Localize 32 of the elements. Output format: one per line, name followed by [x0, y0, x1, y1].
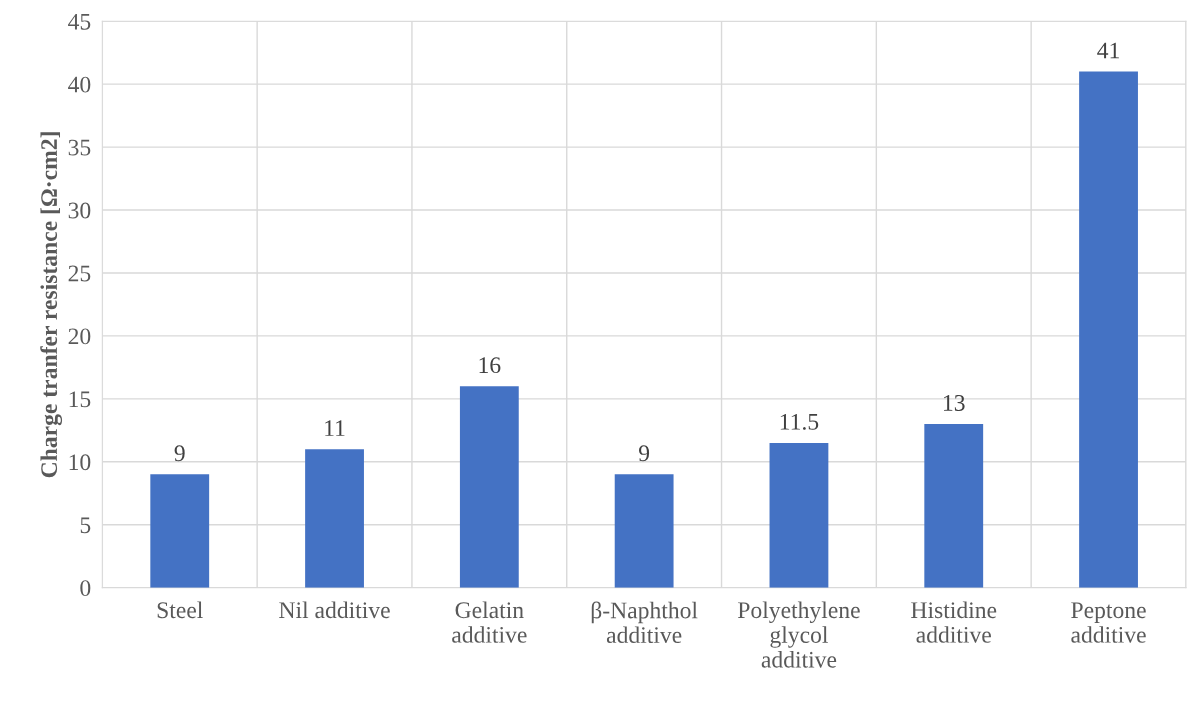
x-tick-label: Steel — [157, 601, 203, 619]
y-tick-label: 20 — [68, 328, 91, 345]
y-tick-label: 10 — [69, 454, 91, 471]
data-label: 9 — [639, 445, 650, 462]
y-tick-label: 30 — [68, 202, 91, 219]
x-tick-label: Polyethylene glycol additive — [737, 601, 860, 668]
x-tick-label: Nil additive — [279, 601, 390, 619]
bar — [924, 424, 984, 588]
data-label: 11.5 — [780, 413, 819, 430]
y-tick-label: 15 — [69, 391, 91, 408]
data-label: 11 — [325, 420, 345, 436]
bar — [459, 386, 519, 588]
bar — [1079, 71, 1138, 588]
x-tick-label: Histidine additive — [911, 601, 997, 643]
bar — [614, 474, 674, 588]
y-axis-title: Charge tranfer resistance [Ω·cm2] — [40, 132, 63, 478]
y-tick-label: 35 — [68, 139, 91, 156]
data-label: 13 — [944, 395, 965, 411]
x-tick-label: Gelatin additive — [452, 601, 527, 643]
x-tick-label: Peptone additive — [1071, 602, 1146, 643]
y-tick-label: 5 — [80, 517, 91, 534]
bar — [150, 474, 210, 588]
bar — [305, 449, 364, 588]
data-label: 41 — [1097, 42, 1119, 59]
y-tick-label: 45 — [68, 13, 91, 30]
data-label: 16 — [479, 357, 501, 374]
data-label: 9 — [174, 445, 185, 462]
y-tick-label: 40 — [68, 76, 91, 93]
bar — [769, 442, 829, 588]
y-tick-label: 25 — [68, 265, 91, 282]
y-tick-label: 0 — [80, 580, 91, 597]
x-tick-label: β-Naphthol additive — [591, 601, 698, 644]
